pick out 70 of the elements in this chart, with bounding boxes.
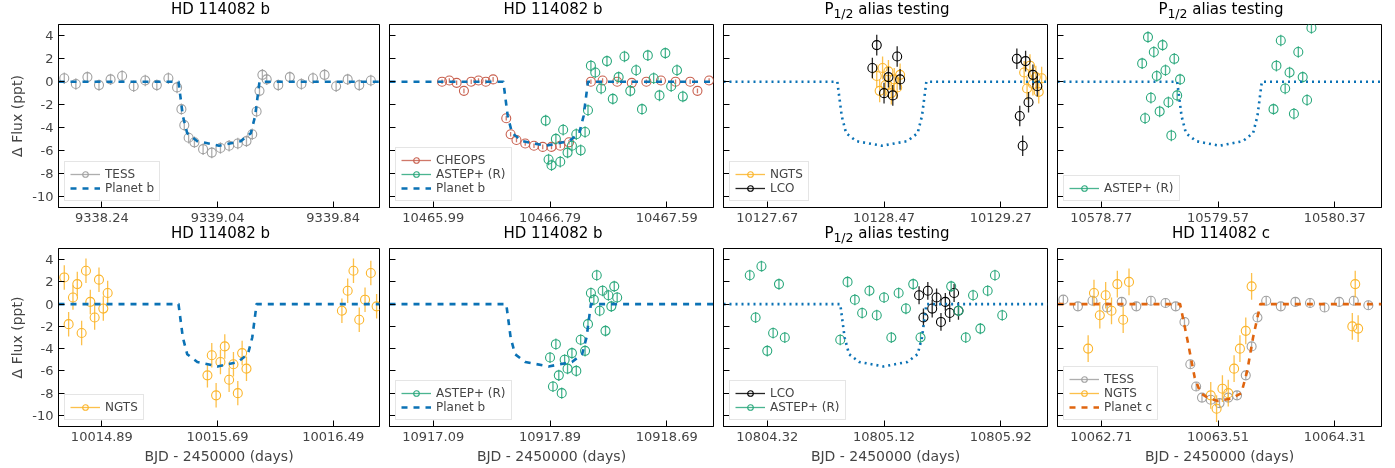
x-tick-label: 10062.71 [1070,428,1133,444]
legend-label: Planet b [436,181,486,195]
chart-title: HD 114082 b [170,0,271,19]
legend-label: TESS [105,167,136,181]
y-tick-label: 2 [45,274,54,290]
x-tick-label: 10467.59 [635,209,698,225]
x-tick-label: 10127.67 [736,209,799,225]
y-tick-label: -2 [40,97,54,113]
x-tick-label: 10016.49 [302,428,365,444]
y-tick-label: 2 [45,51,54,67]
legend-label: LCO [770,386,795,400]
legend-label: NGTS [1104,386,1137,400]
chart-title: HD 114082 b [503,224,603,243]
y-tick-label: -2 [40,318,54,334]
legend-label: Planet c [1104,400,1153,414]
x-tick-label: 10129.27 [969,209,1032,225]
x-tick-label: 10064.31 [1303,428,1366,444]
legend-label: ASTEP+ (R) [436,167,506,181]
legend-label: NGTS [105,400,138,414]
chart-title: HD 114082 b [170,224,271,243]
x-tick-label: 10466.79 [519,209,582,225]
x-tick-label: 10918.69 [635,428,698,444]
y-tick-label: -4 [40,341,54,357]
x-axis-title: BJD - 2450000 (days) [144,447,294,464]
legend-label: CHEOPS [436,153,486,167]
x-axis-title: BJD - 2450000 (days) [810,447,961,464]
legend-label: ASTEP+ (R) [770,400,840,414]
y-tick-label: -10 [32,407,54,423]
y-axis-title: Δ Flux (ppt) [9,296,26,379]
x-tick-label: 10917.89 [519,428,582,444]
chart-title: HD 114082 b [503,0,603,19]
x-tick-label: 10805.92 [969,428,1032,444]
x-tick-label: 10579.57 [1187,209,1250,225]
x-tick-label: 10465.99 [402,209,465,225]
x-tick-label: 10063.51 [1187,428,1250,444]
chart-title: P$_{1/2}$ alias testing [824,0,950,23]
legend-label: NGTS [770,167,803,181]
y-tick-label: 4 [45,252,54,268]
legend-label: ASTEP+ (R) [436,386,506,400]
y-tick-label: -8 [40,165,54,181]
legend-label: LCO [770,181,795,195]
legend-label: Planet b [105,181,155,195]
x-tick-label: 9339.84 [306,209,361,225]
y-tick-label: -4 [40,119,54,135]
y-tick-label: 0 [45,74,54,90]
legend-label: ASTEP+ (R) [1104,181,1174,195]
x-tick-label: 9339.04 [190,209,245,225]
legend-label: TESS [1104,372,1135,386]
x-tick-label: 10805.12 [853,428,916,444]
y-tick-label: -10 [32,188,54,204]
legend-label: Planet b [436,400,486,414]
y-tick-label: 0 [45,296,54,312]
x-axis-title: BJD - 2450000 (days) [1144,447,1295,464]
y-axis-title: Δ Flux (ppt) [9,75,26,157]
chart-title: P$_{1/2}$ alias testing [1158,0,1284,23]
x-tick-label: 10804.32 [736,428,799,444]
y-tick-label: -6 [40,363,54,379]
x-tick-label: 9338.24 [75,209,129,225]
x-axis-title: BJD - 2450000 (days) [476,447,627,464]
x-tick-label: 10015.69 [186,428,249,444]
x-tick-label: 10014.89 [70,428,133,444]
x-tick-label: 10917.09 [402,428,465,444]
chart-title: HD 114082 c [1172,224,1270,243]
x-tick-label: 10578.77 [1070,209,1133,225]
x-tick-label: 10128.47 [853,209,916,225]
chart-title: P$_{1/2}$ alias testing [824,224,950,247]
x-tick-label: 10580.37 [1303,209,1366,225]
y-tick-label: -8 [40,385,54,401]
y-tick-label: 4 [45,28,54,44]
y-tick-label: -6 [40,142,54,158]
